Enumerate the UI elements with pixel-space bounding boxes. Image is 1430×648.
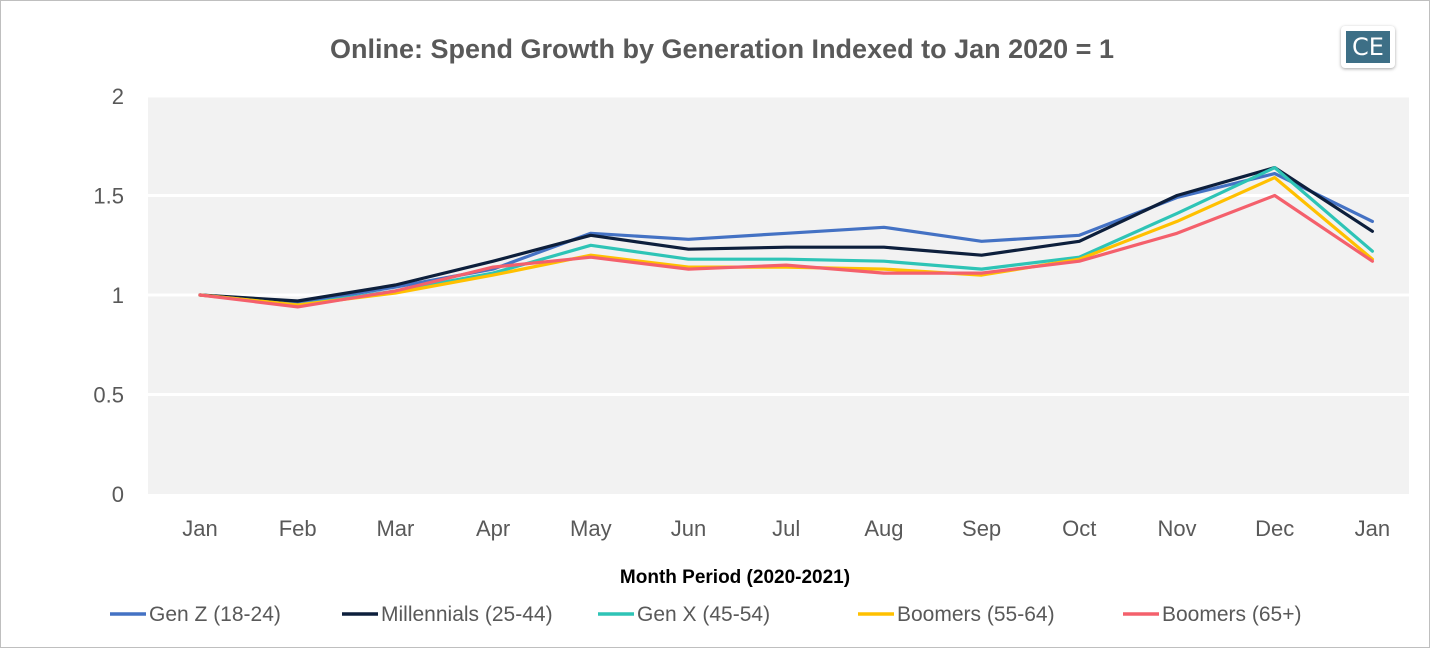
y-tick-label: 1 [112,283,124,308]
x-tick-label: Sep [962,516,1001,541]
series-line-4 [198,193,1375,309]
y-tick-label: 0.5 [93,383,124,408]
legend-entry: Boomers (55-64) [858,603,1055,626]
x-tick-label: Feb [279,516,317,541]
x-tick-label: Jan [182,516,217,541]
series-line-0 [198,172,1375,305]
x-tick-label: Dec [1255,516,1294,541]
legend-label: Boomers (55-64) [897,603,1055,626]
x-tick-label: Jun [671,516,706,541]
x-tick-label: Oct [1062,516,1096,541]
y-tick-label: 1.5 [93,184,124,209]
legend-label: Boomers (65+) [1162,603,1301,626]
legend-label: Gen Z (18-24) [149,603,281,626]
x-axis-label: Month Period (2020-2021) [620,567,850,588]
series-line-1 [198,166,1375,303]
y-tick-label: 0 [112,482,124,507]
x-tick-label: Aug [864,516,903,541]
ce-logo-badge: CE [1346,31,1390,63]
legend-label: Gen X (45-54) [637,603,770,626]
legend-entry: Gen X (45-54) [598,603,770,626]
x-tick-label: Jul [772,516,800,541]
legend-label: Millennials (25-44) [381,603,553,626]
y-axis-ticks: 0 0.5 1 1.5 2 [93,84,124,507]
x-tick-label: May [570,516,612,541]
x-tick-label: Jan [1355,516,1390,541]
x-axis-ticks: Jan Feb Mar Apr May Jun Jul Aug Sep Oct Nov Dec Jan [182,516,1390,541]
legend-entry: Millennials (25-44) [342,603,553,626]
x-tick-label: Mar [376,516,414,541]
legend-entry: Gen Z (18-24) [110,603,281,626]
x-tick-label: Nov [1157,516,1196,541]
legend-entry: Boomers (65+) [1123,603,1301,626]
x-tick-label: Apr [476,516,510,541]
y-tick-label: 2 [112,84,124,109]
chart-title: Online: Spend Growth by Generation Index… [330,34,1114,64]
ce-logo: CE [1341,26,1395,68]
legend: Gen Z (18-24) Millennials (25-44) Gen X (4… [110,603,1301,626]
series-lines [198,166,1375,309]
series-line-3 [198,176,1375,307]
